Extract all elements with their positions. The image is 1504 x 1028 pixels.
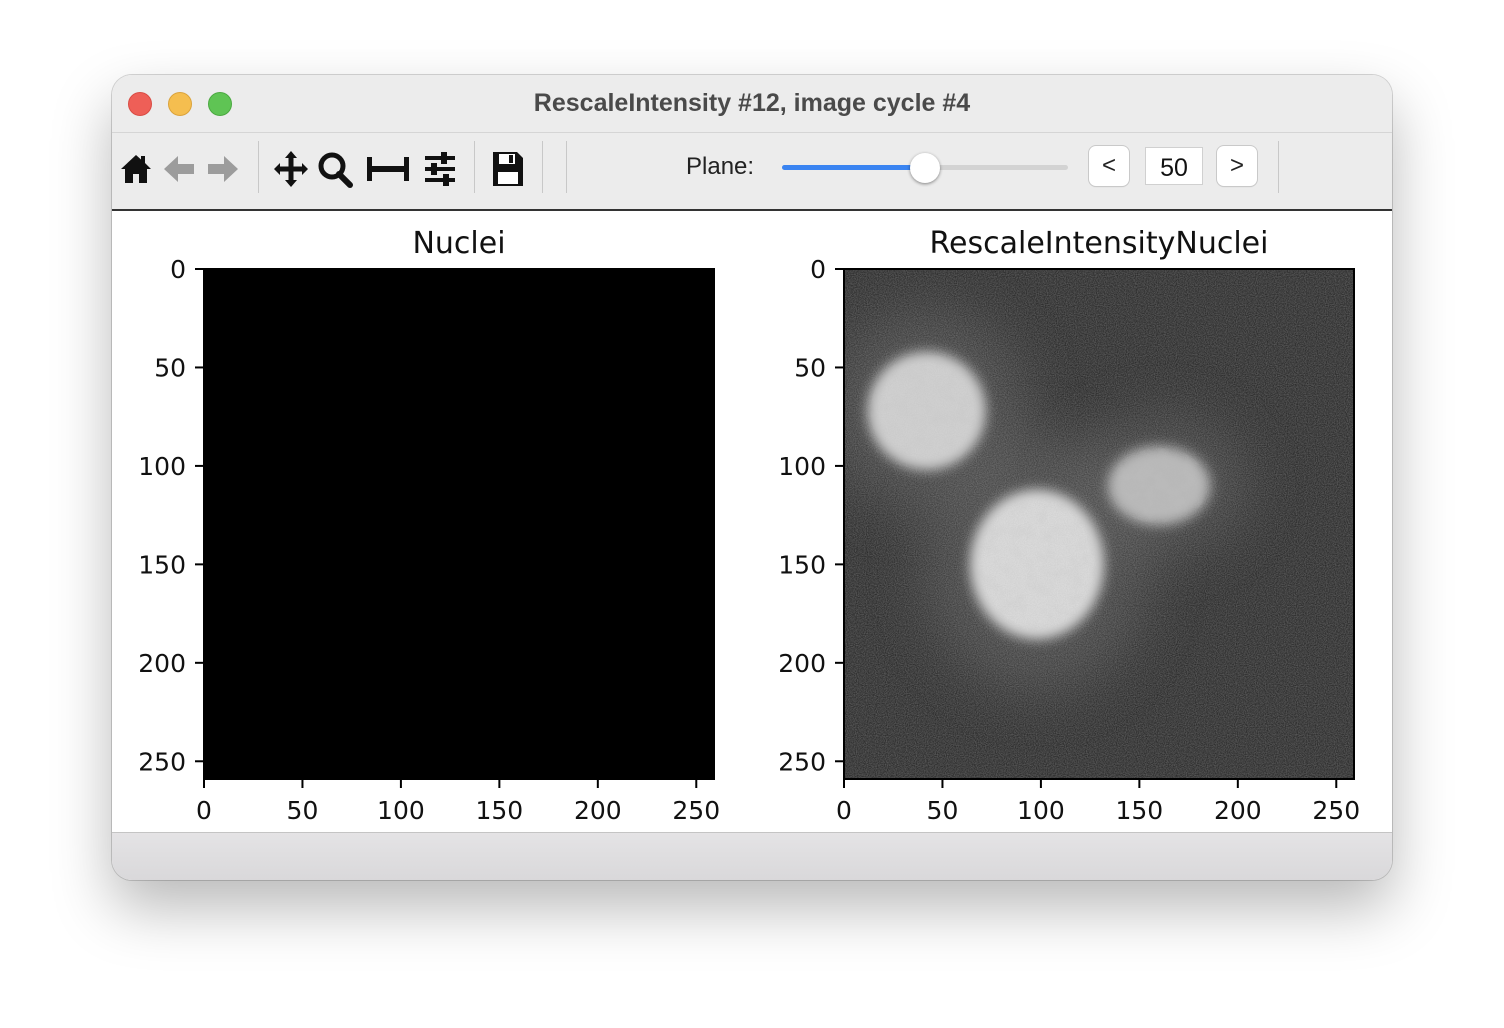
x-tick-label: 100 [1017,796,1065,825]
figure-plots: Nuclei 0 50 100 150 200 250 0 50 100 150 200 250 Res… [138,226,1360,825]
previous-plane-button[interactable]: < [1089,146,1129,186]
x-tick-label: 250 [672,796,720,825]
home-icon[interactable] [118,149,154,189]
y-tick-label: 0 [810,255,826,284]
plane-label: Plane: [686,153,755,180]
plane-number-input[interactable] [1145,147,1203,185]
figure-window: RescaleIntensity #12, image cycle #4 [112,75,1392,880]
rescale-intensity-nuclei-plot: RescaleIntensityNuclei 0 50 100 150 200 250 0 50… [778,226,1360,825]
y-tick-label: 100 [138,452,186,481]
image-noise [844,269,1354,779]
toolbar-separator [1278,141,1279,193]
x-tick-label: 150 [476,796,524,825]
y-tick-label: 100 [778,452,826,481]
minimize-window-button[interactable] [168,92,192,116]
y-tick-label: 0 [170,255,186,284]
y-tick-label: 250 [778,747,826,776]
window-title: RescaleIntensity #12, image cycle #4 [533,89,971,117]
plot-title: Nuclei [412,226,505,261]
plane-slider-fill [782,165,925,170]
save-floppy-icon[interactable] [488,149,528,189]
x-tick-label: 50 [927,796,959,825]
x-tick-label: 200 [574,796,622,825]
status-bar [112,832,1392,880]
toolbar-separator [542,141,543,193]
pan-move-icon[interactable] [272,149,310,189]
nuclei-plot: Nuclei 0 50 100 150 200 250 0 50 100 150 200 250 [138,226,720,825]
x-tick-label: 100 [377,796,425,825]
configure-sliders-icon[interactable] [420,149,460,189]
x-tick-label: 0 [196,796,212,825]
close-window-button[interactable] [128,92,152,116]
x-tick-label: 150 [1116,796,1164,825]
next-plane-button[interactable]: > [1217,146,1257,186]
figure-canvas[interactable]: Nuclei 0 50 100 150 200 250 0 50 100 150 200 250 Res… [112,211,1392,831]
back-arrow-icon[interactable] [160,149,198,189]
x-tick-label: 0 [836,796,852,825]
navigation-toolbar: Plane: < > [112,133,1392,211]
forward-arrow-icon[interactable] [204,149,242,189]
y-tick-label: 50 [154,353,186,382]
axes-frame [203,268,715,780]
y-tick-label: 150 [778,550,826,579]
y-tick-label: 50 [794,353,826,382]
image-content [844,269,1354,779]
y-tick-label: 250 [138,747,186,776]
x-tick-label: 200 [1214,796,1262,825]
y-tick-label: 200 [138,649,186,678]
zoom-window-button[interactable] [208,92,232,116]
x-tick-label: 50 [287,796,319,825]
plane-slider[interactable] [780,151,1070,185]
y-tick-label: 150 [138,550,186,579]
toolbar-separator [474,141,475,193]
axes-frame [843,268,1355,780]
image-background [204,269,714,779]
zoom-magnifier-icon[interactable] [316,149,354,189]
plot-title: RescaleIntensityNuclei [930,226,1269,261]
plane-slider-handle[interactable] [910,153,940,183]
toolbar-separator [566,141,567,193]
toolbar-separator [258,141,259,193]
title-bar[interactable]: RescaleIntensity #12, image cycle #4 [112,75,1392,133]
y-tick-label: 200 [778,649,826,678]
x-tick-label: 250 [1312,796,1360,825]
subplots-adjust-icon[interactable] [364,149,412,189]
